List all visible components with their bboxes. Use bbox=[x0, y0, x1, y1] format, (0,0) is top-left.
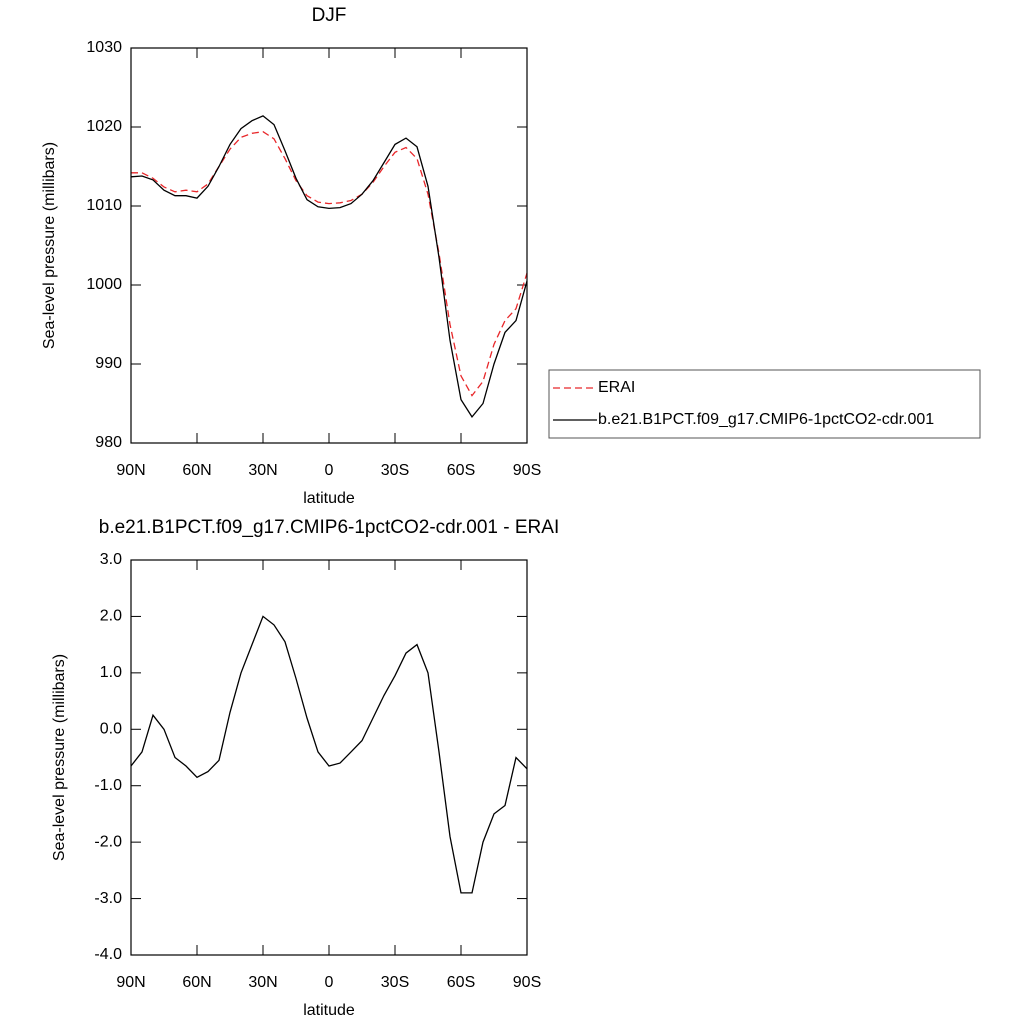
x-tick-label: 0 bbox=[325, 974, 334, 991]
plot-frame bbox=[130, 47, 528, 444]
data-line bbox=[130, 615, 528, 894]
chart-title: DJF bbox=[312, 5, 347, 26]
y-tick-label: 3.0 bbox=[100, 551, 122, 568]
plot-frame bbox=[130, 559, 528, 956]
y-tick-label: 2.0 bbox=[100, 608, 122, 625]
chart-title: b.e21.B1PCT.f09_g17.CMIP6-1pctCO2-cdr.00… bbox=[99, 517, 559, 538]
x-tick-label: 90N bbox=[116, 974, 145, 991]
y-axis-label: Sea-level pressure (millibars) bbox=[41, 142, 58, 349]
y-tick-label: -4.0 bbox=[94, 946, 122, 963]
y-tick-label: 1020 bbox=[86, 118, 122, 135]
x-tick-label: 90N bbox=[116, 462, 145, 479]
y-tick-label: 1.0 bbox=[100, 664, 122, 681]
x-tick-label: 0 bbox=[325, 462, 334, 479]
y-tick-label: 980 bbox=[95, 434, 122, 451]
y-tick-label: 990 bbox=[95, 355, 122, 372]
x-axis-label: latitude bbox=[303, 490, 355, 507]
y-tick-label: 0.0 bbox=[100, 721, 122, 738]
x-axis-label: latitude bbox=[303, 1002, 355, 1019]
legend-label: b.e21.B1PCT.f09_g17.CMIP6-1pctCO2-cdr.00… bbox=[598, 411, 934, 428]
legend-box bbox=[548, 369, 981, 439]
legend-label: ERAI bbox=[598, 379, 635, 396]
x-tick-label: 60S bbox=[447, 462, 475, 479]
x-tick-label: 30N bbox=[248, 974, 277, 991]
x-tick-label: 30S bbox=[381, 974, 409, 991]
x-tick-label: 30N bbox=[248, 462, 277, 479]
y-axis-label: Sea-level pressure (millibars) bbox=[51, 654, 68, 861]
x-tick-label: 60N bbox=[182, 974, 211, 991]
y-tick-label: 1030 bbox=[86, 39, 122, 56]
y-tick-label: -3.0 bbox=[94, 890, 122, 907]
y-tick-label: 1000 bbox=[86, 276, 122, 293]
x-tick-label: 60N bbox=[182, 462, 211, 479]
data-line bbox=[131, 131, 528, 397]
x-tick-label: 90S bbox=[513, 974, 541, 991]
x-tick-label: 30S bbox=[381, 462, 409, 479]
y-tick-label: -1.0 bbox=[94, 777, 122, 794]
y-tick-label: -2.0 bbox=[94, 833, 122, 850]
data-line bbox=[130, 115, 528, 419]
x-tick-label: 90S bbox=[513, 462, 541, 479]
y-tick-label: 1010 bbox=[86, 197, 122, 214]
x-tick-label: 60S bbox=[447, 974, 475, 991]
